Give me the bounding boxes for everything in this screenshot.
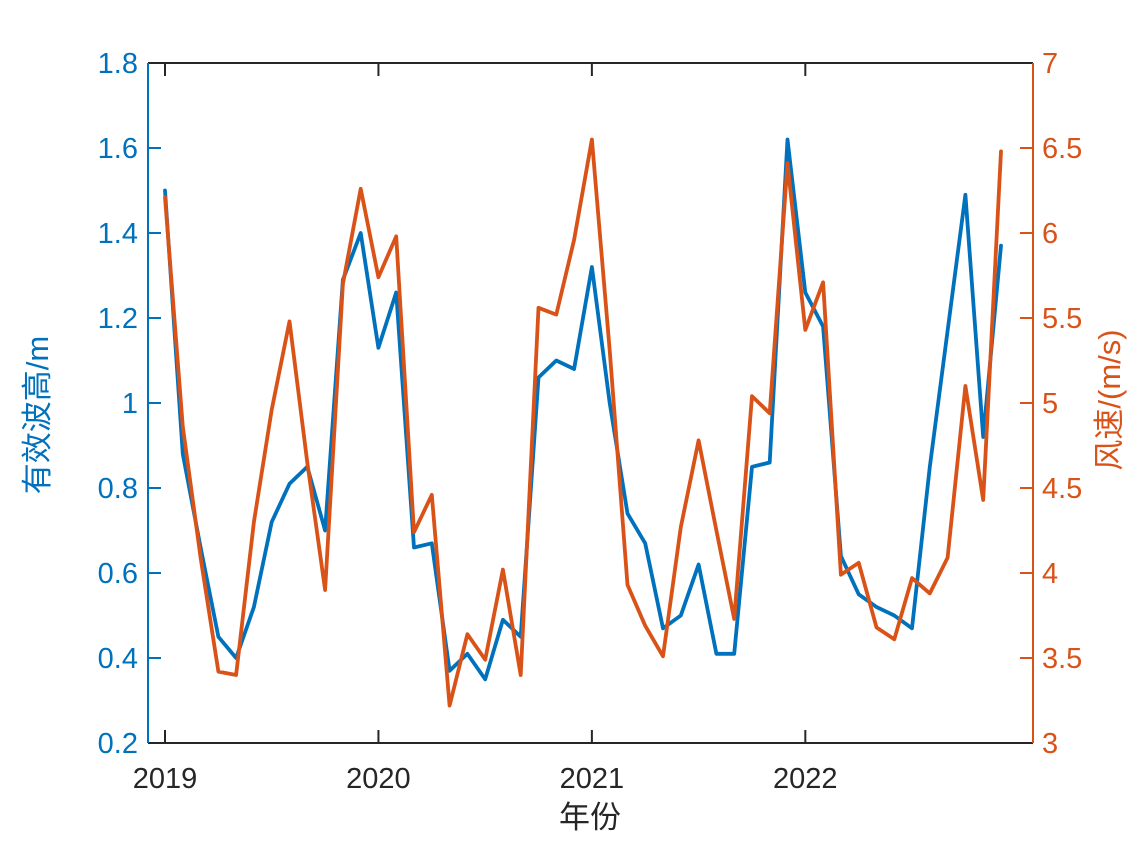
axis-ticks bbox=[148, 62, 1033, 744]
x-tick-label: 2019 bbox=[133, 763, 198, 795]
left-tick-label: 0.6 bbox=[98, 558, 138, 590]
series-line-有效波高 bbox=[163, 137, 1003, 682]
left-tick-label: 0.8 bbox=[98, 473, 138, 505]
left-axis-label: 有效波高/m bbox=[20, 336, 55, 494]
left-tick-label: 1.2 bbox=[98, 303, 138, 335]
right-axis-label: 风速/(m/s) bbox=[1092, 329, 1127, 470]
right-tick-label: 7 bbox=[1042, 48, 1058, 80]
left-tick-label: 1.4 bbox=[98, 218, 138, 250]
right-tick-label: 4.5 bbox=[1042, 473, 1082, 505]
left-tick-label: 1.8 bbox=[98, 48, 138, 80]
series-line-风速 bbox=[163, 137, 1003, 708]
right-tick-label: 6 bbox=[1042, 218, 1058, 250]
x-tick-label: 2022 bbox=[773, 763, 838, 795]
plot-box bbox=[147, 62, 1034, 744]
data-series bbox=[163, 137, 1003, 708]
right-tick-label: 6.5 bbox=[1042, 133, 1082, 165]
x-tick-label: 2020 bbox=[346, 763, 411, 795]
left-tick-label: 0.4 bbox=[98, 643, 138, 675]
left-tick-label: 0.2 bbox=[98, 728, 138, 760]
left-tick-label: 1.6 bbox=[98, 133, 138, 165]
x-tick-label: 2021 bbox=[560, 763, 625, 795]
right-tick-label: 5 bbox=[1042, 388, 1058, 420]
right-tick-label: 3.5 bbox=[1042, 643, 1082, 675]
right-tick-label: 5.5 bbox=[1042, 303, 1082, 335]
right-tick-label: 3 bbox=[1042, 728, 1058, 760]
x-axis-label: 年份 bbox=[559, 800, 621, 835]
right-tick-label: 4 bbox=[1042, 558, 1058, 590]
left-tick-label: 1 bbox=[122, 388, 138, 420]
tick-labels: 2019 2020 2021 2022 0.2 0.4 0.6 0.8 1 1.2 1.4 1.6 1.… bbox=[98, 48, 1083, 795]
